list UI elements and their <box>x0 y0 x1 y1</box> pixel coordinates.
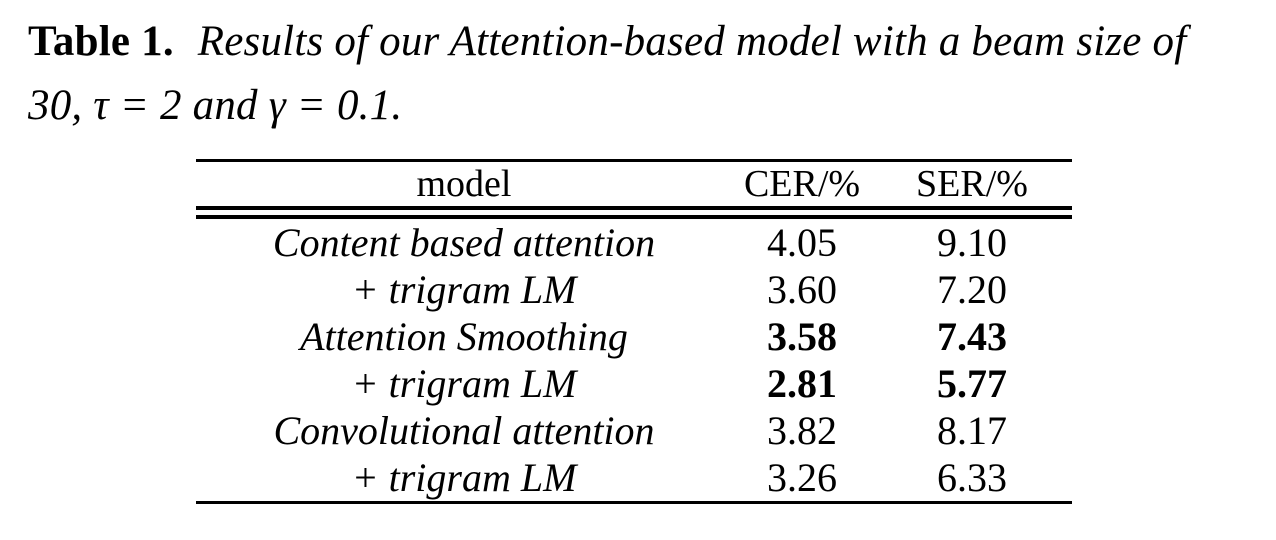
model-cell: Content based attention <box>272 220 656 265</box>
table-row: + trigram LM 3.26 6.33 <box>196 454 1072 504</box>
cer-cell: 3.26 <box>732 454 872 504</box>
model-cell: + trigram LM <box>351 361 577 406</box>
table-row: Content based attention 4.05 9.10 <box>196 213 1072 267</box>
model-cell: + trigram LM <box>196 454 732 504</box>
ser-cell: 8.17 <box>937 408 1007 453</box>
ser-cell: 6.33 <box>872 454 1072 504</box>
caption-text: Results of our Attention-based model wit… <box>28 18 1187 129</box>
table-row: + trigram LM 2.81 5.77 <box>196 360 1072 407</box>
cer-cell: 3.58 <box>767 314 837 359</box>
results-table: model CER/% SER/% Content based attentio… <box>196 159 1072 504</box>
table-row: + trigram LM 3.60 7.20 <box>196 266 1072 313</box>
table-row: Attention Smoothing 3.58 7.43 <box>196 313 1072 360</box>
table-row: Convolutional attention 3.82 8.17 <box>196 407 1072 454</box>
column-header-ser: SER/% <box>872 159 1072 219</box>
ser-cell: 9.10 <box>937 220 1007 265</box>
table-caption: Table 1. Results of our Attention-based m… <box>28 10 1238 138</box>
ser-cell: 5.77 <box>937 361 1007 406</box>
model-cell: Attention Smoothing <box>300 314 628 359</box>
model-cell: + trigram LM <box>351 267 577 312</box>
results-table-container: model CER/% SER/% Content based attentio… <box>196 159 1072 504</box>
cer-cell: 3.60 <box>767 267 837 312</box>
column-header-cer: CER/% <box>732 159 872 219</box>
model-cell: Convolutional attention <box>273 408 655 453</box>
caption-label: Table 1. <box>28 18 174 65</box>
ser-cell: 7.43 <box>937 314 1007 359</box>
cer-cell: 4.05 <box>767 220 837 265</box>
ser-cell: 7.20 <box>937 267 1007 312</box>
header-row: model CER/% SER/% <box>196 159 1072 219</box>
cer-cell: 3.82 <box>767 408 837 453</box>
cer-cell: 2.81 <box>767 361 837 406</box>
column-header-model: model <box>196 159 732 219</box>
